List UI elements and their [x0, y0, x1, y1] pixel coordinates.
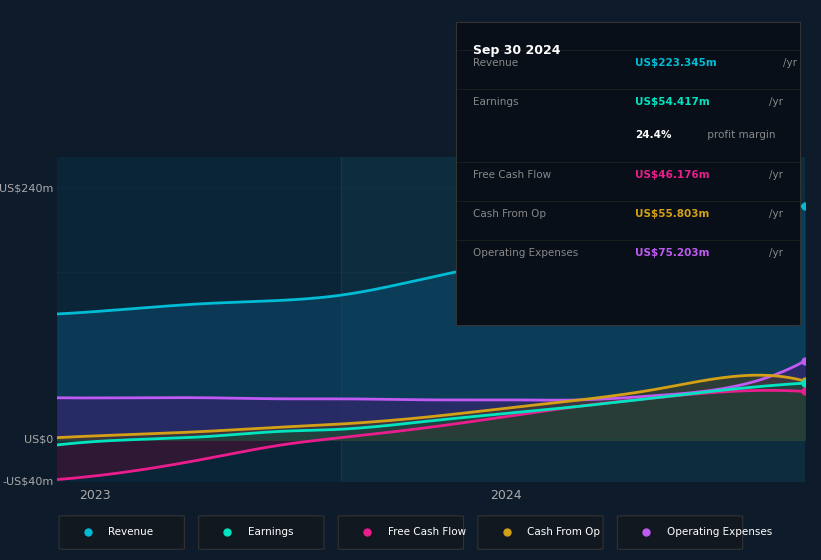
Text: US$55.803m: US$55.803m — [635, 209, 709, 219]
Text: Free Cash Flow: Free Cash Flow — [388, 527, 466, 537]
Text: Revenue: Revenue — [473, 58, 518, 68]
Text: US$54.417m: US$54.417m — [635, 97, 709, 107]
FancyBboxPatch shape — [59, 516, 185, 549]
Text: US$46.176m: US$46.176m — [635, 170, 709, 180]
Text: /yr: /yr — [769, 170, 783, 180]
Text: /yr: /yr — [769, 209, 783, 219]
Text: Cash From Op: Cash From Op — [527, 527, 600, 537]
Text: /yr: /yr — [769, 248, 783, 258]
Text: Sep 30 2024: Sep 30 2024 — [473, 44, 561, 57]
Text: US$0: US$0 — [25, 435, 53, 445]
Text: Earnings: Earnings — [248, 527, 293, 537]
FancyBboxPatch shape — [338, 516, 464, 549]
Text: US$223.345m: US$223.345m — [635, 58, 717, 68]
Text: -US$40m: -US$40m — [2, 477, 53, 487]
Text: Operating Expenses: Operating Expenses — [667, 527, 772, 537]
FancyBboxPatch shape — [199, 516, 324, 549]
Text: US$75.203m: US$75.203m — [635, 248, 709, 258]
FancyBboxPatch shape — [478, 516, 603, 549]
Text: Cash From Op: Cash From Op — [473, 209, 546, 219]
Bar — [57, 157, 342, 482]
Text: Earnings: Earnings — [473, 97, 518, 107]
Text: Free Cash Flow: Free Cash Flow — [473, 170, 551, 180]
FancyBboxPatch shape — [617, 516, 743, 549]
Text: Revenue: Revenue — [108, 527, 154, 537]
Text: /yr: /yr — [782, 58, 796, 68]
Text: /yr: /yr — [769, 97, 783, 107]
Text: 24.4%: 24.4% — [635, 130, 672, 141]
Bar — [342, 157, 805, 482]
Text: US$240m: US$240m — [0, 183, 53, 193]
Text: Operating Expenses: Operating Expenses — [473, 248, 578, 258]
Text: profit margin: profit margin — [704, 130, 775, 141]
